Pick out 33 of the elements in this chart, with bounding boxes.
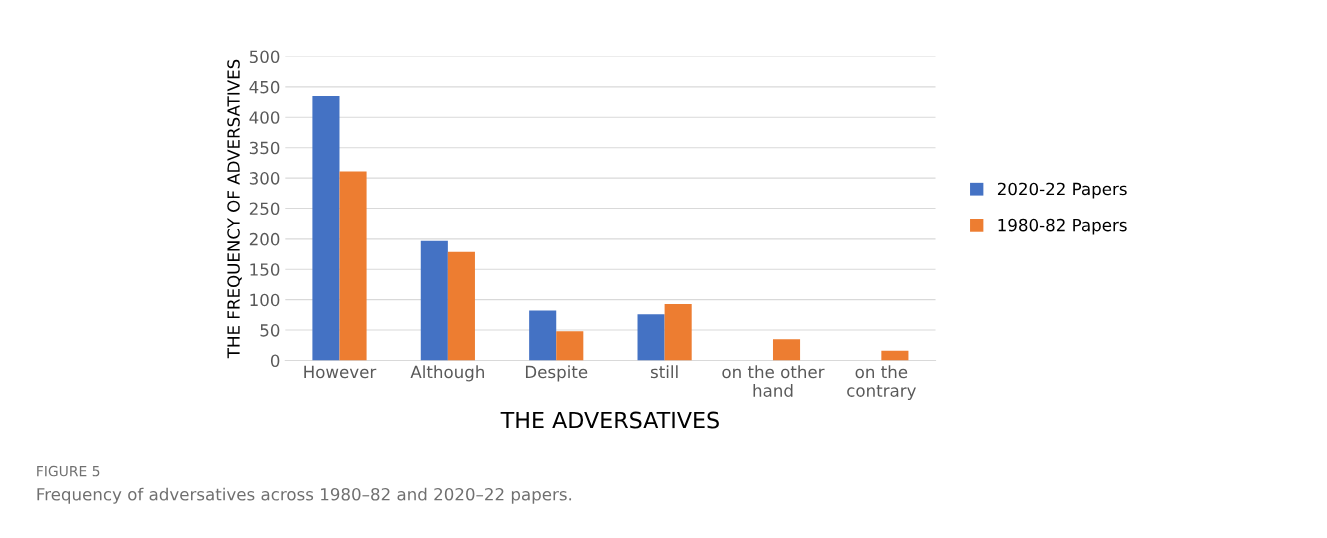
bar	[529, 310, 557, 361]
y-tick-label: 500	[249, 50, 280, 64]
y-tick-label: 400	[249, 111, 280, 124]
y-tick-label: 150	[250, 263, 280, 276]
bar	[339, 171, 367, 361]
bar	[312, 96, 340, 361]
caption: FIGURE 5	[37, 465, 100, 477]
y-axis-title: THE FREQUENCY OF ADVERSATIVES	[227, 59, 242, 359]
y-tick-label: 100	[250, 293, 280, 307]
y-tick-label: 200	[249, 232, 280, 246]
bar	[772, 339, 801, 361]
x-tick-label: still	[650, 365, 678, 379]
y-tick-label: 50	[260, 324, 280, 337]
text: Frequency of adversatives across 1980–82 and 2020–22 papers.	[37, 487, 572, 504]
legend-label: 1980-82 Papers	[998, 218, 1127, 235]
bar	[556, 331, 584, 361]
y-tick-label: 0	[270, 354, 280, 368]
bar	[420, 240, 448, 361]
bar	[881, 350, 909, 361]
bar	[447, 251, 475, 361]
y-tick-label: 250	[249, 202, 280, 216]
y-tick-label: 300	[249, 172, 280, 185]
x-tick-label: However	[304, 365, 377, 379]
x-tick-label: on the other hand	[722, 365, 825, 397]
x-axis-title: THE ADVERSATIVES	[500, 411, 719, 429]
y-tick-label: 450	[249, 80, 280, 94]
y-tick-label: 350	[249, 141, 280, 155]
bar	[664, 303, 692, 361]
bar	[637, 314, 665, 361]
x-tick-label: Despite	[525, 365, 588, 382]
x-tick-label: Although	[410, 365, 484, 382]
x-tick-label: on the contrary	[847, 365, 916, 401]
legend-label: 2020-22 Papers	[997, 182, 1127, 199]
